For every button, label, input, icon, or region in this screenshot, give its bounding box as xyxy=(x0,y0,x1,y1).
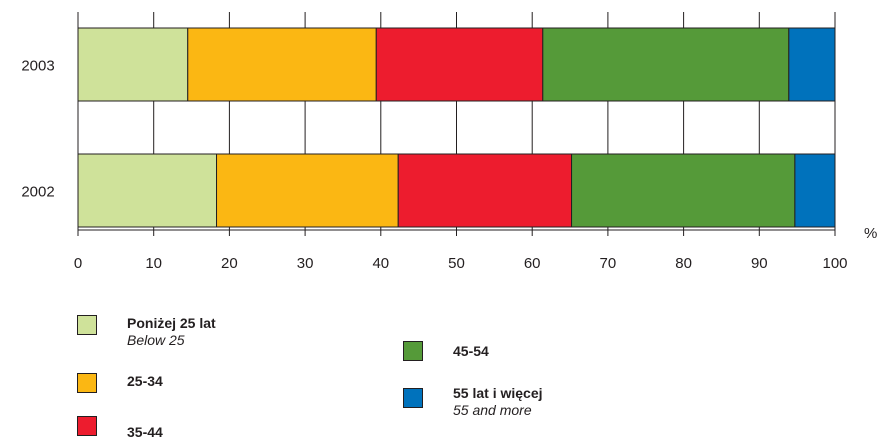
x-tick-label: 80 xyxy=(675,255,692,272)
unit-label: % xyxy=(864,225,877,242)
x-axis: 0 10 20 30 40 50 60 70 80 90 100 xyxy=(74,229,848,272)
legend-label: Poniżej 25 lat xyxy=(127,315,216,331)
legend-label: 45-54 xyxy=(453,343,489,359)
legend-swatch xyxy=(403,341,423,361)
legend-item-35-44: 35-44 xyxy=(77,416,163,441)
bar-segment xyxy=(571,153,796,228)
category-label: 2003 xyxy=(21,58,54,75)
x-tick-label: 0 xyxy=(74,255,82,272)
bar-segment xyxy=(77,27,189,102)
x-tick-label: 30 xyxy=(297,255,314,272)
legend-swatch xyxy=(77,416,97,436)
stacked-bar-chart: 2003 2002 0 10 20 30 40 50 60 70 80 90 100 % xyxy=(21,12,877,272)
bar-segment xyxy=(77,153,218,228)
legend-label-en: 55 and more xyxy=(453,402,532,418)
x-tick-label: 70 xyxy=(600,255,617,272)
x-tick-label: 90 xyxy=(751,255,768,272)
legend-item-45-54: 45-54 xyxy=(403,341,489,361)
bar-segment xyxy=(788,27,836,102)
x-tick-label: 40 xyxy=(372,255,389,272)
legend-item-55-plus: 55 lat i więcej 55 and more xyxy=(403,385,543,419)
legend-label-en: Below 25 xyxy=(127,332,185,348)
legend-swatch xyxy=(77,373,97,393)
bar-segment xyxy=(187,27,377,102)
category-label: 2002 xyxy=(21,184,54,201)
bar-segment xyxy=(375,27,544,102)
x-tick-label: 100 xyxy=(822,255,847,272)
legend-label: 35-44 xyxy=(127,424,163,440)
category-labels: 2003 2002 xyxy=(21,58,54,201)
legend-swatch xyxy=(403,388,423,408)
x-tick-label: 10 xyxy=(145,255,162,272)
x-tick-label: 60 xyxy=(524,255,541,272)
legend-item-25-34: 25-34 xyxy=(77,373,163,393)
bar-segment xyxy=(397,153,573,228)
x-tick-label: 20 xyxy=(221,255,238,272)
legend-label: 25-34 xyxy=(127,373,163,389)
bars xyxy=(77,27,836,228)
bar-segment xyxy=(542,27,790,102)
legend-label: 55 lat i więcej xyxy=(453,385,543,401)
bar-segment xyxy=(794,153,836,228)
legend-item-below-25: Poniżej 25 lat Below 25 xyxy=(77,315,216,349)
bar-segment xyxy=(216,153,399,228)
legend-swatch xyxy=(77,315,97,335)
x-tick-label: 50 xyxy=(448,255,465,272)
